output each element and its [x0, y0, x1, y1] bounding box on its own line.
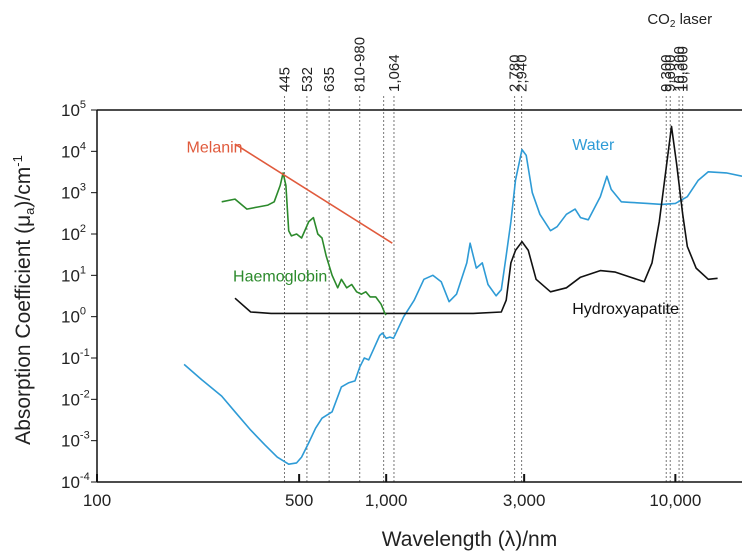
series-line-water: [183, 148, 742, 465]
y-tick-label: 10-4: [61, 471, 90, 492]
y-tick-label: 102: [61, 223, 86, 244]
laser-line-label: 810-980: [352, 37, 369, 92]
y-tick-label: 100: [61, 306, 86, 327]
co2-laser-label: CO2 laser: [647, 11, 712, 30]
laser-line-label: 10,600: [675, 46, 692, 92]
y-tick-label: 101: [61, 264, 86, 285]
laser-line-label: 9,300: [658, 54, 675, 92]
series-label-melanin: Melanin: [187, 140, 243, 157]
x-tick-label: 3,000: [503, 491, 546, 510]
series-line-hydroxyapatite: [234, 125, 718, 315]
series-group: [183, 125, 742, 465]
series-line-melanin: [234, 143, 393, 244]
laser-line-label: 532: [299, 67, 316, 92]
y-tick-label: 104: [61, 140, 86, 161]
series-label-water: Water: [572, 137, 615, 154]
laser-line-label: 2,780: [507, 54, 524, 92]
y-tick-label: 10-2: [61, 388, 90, 409]
series-label-hydroxyapatite: Hydroxyapatite: [572, 301, 679, 318]
y-tick-label: 105: [61, 99, 86, 120]
x-tick-label: 1,000: [365, 491, 408, 510]
series-line-haemoglobin: [221, 172, 387, 316]
laser-line-label: 9,600: [662, 54, 679, 92]
laser-line-label: 635: [321, 67, 338, 92]
series-label-haemoglobin: Haemoglobin: [233, 268, 327, 285]
laser-line-label: 1,064: [386, 54, 403, 92]
y-axis-label: Absorption Coefficient (μa)/cm-1: [10, 155, 37, 445]
laser-line-label: 10,300: [671, 46, 688, 92]
x-axis-label: Wavelength (λ)/nm: [382, 528, 557, 551]
x-tick-label: 500: [285, 491, 313, 510]
laser-wavelength-lines: [283, 96, 684, 482]
laser-line-label: 2,940: [514, 54, 531, 92]
laser-line-label: 445: [276, 67, 293, 92]
x-tick-label: 100: [83, 491, 111, 510]
y-tick-label: 103: [61, 182, 86, 203]
axes: [91, 109, 742, 483]
y-tick-label: 10-1: [61, 347, 90, 368]
y-tick-label: 10-3: [61, 430, 90, 451]
x-tick-label: 10,000: [649, 491, 701, 510]
